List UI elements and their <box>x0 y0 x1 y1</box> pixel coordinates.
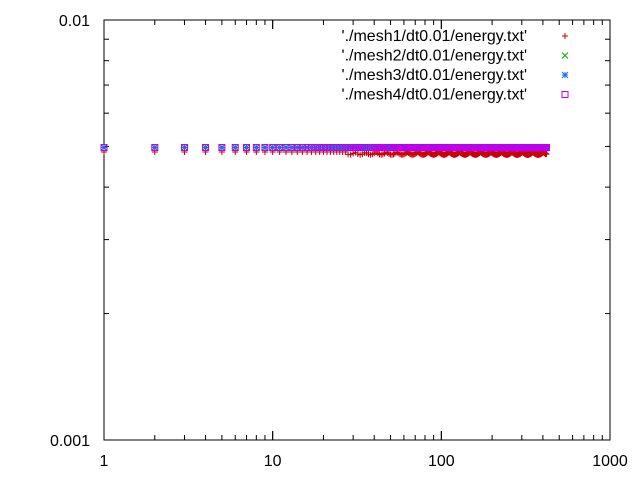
series-3-point <box>101 145 107 151</box>
legend-entry-label: './mesh4/dt0.01/energy.txt' <box>342 87 527 104</box>
series-3-point <box>232 145 238 151</box>
y-tick-label: 0.01 <box>59 13 90 30</box>
legend-entry-label: './mesh2/dt0.01/energy.txt' <box>342 48 527 65</box>
data-marks <box>101 145 549 158</box>
legend-entry-label: './mesh3/dt0.01/energy.txt' <box>342 67 527 84</box>
series-3-point <box>152 145 158 151</box>
legend: './mesh1/dt0.01/energy.txt' './mesh2/dt0.… <box>342 28 568 104</box>
legend-marker <box>562 72 568 78</box>
legend-marker <box>562 33 568 39</box>
x-tick-label: 100 <box>428 453 455 470</box>
series-3-point <box>262 145 268 151</box>
series-3-point <box>181 145 187 151</box>
series-3-point <box>277 145 283 151</box>
series-3-point <box>270 145 276 151</box>
x-tick-label: 1000 <box>592 453 628 470</box>
x-tick-label: 10 <box>264 453 282 470</box>
series-3-point <box>219 145 225 151</box>
series-3-point <box>203 145 209 151</box>
plot-axes: 1 10 100 1000 0.001 0.01 <box>50 13 628 470</box>
series-3-point <box>253 145 259 151</box>
y-tick-label: 0.001 <box>50 433 90 450</box>
legend-marker <box>562 92 568 98</box>
x-tick-label: 1 <box>100 453 109 470</box>
series-3-point <box>283 145 289 151</box>
legend-marker <box>562 53 568 59</box>
legend-entry-label: './mesh1/dt0.01/energy.txt' <box>342 28 527 45</box>
series-3-point <box>244 145 250 151</box>
